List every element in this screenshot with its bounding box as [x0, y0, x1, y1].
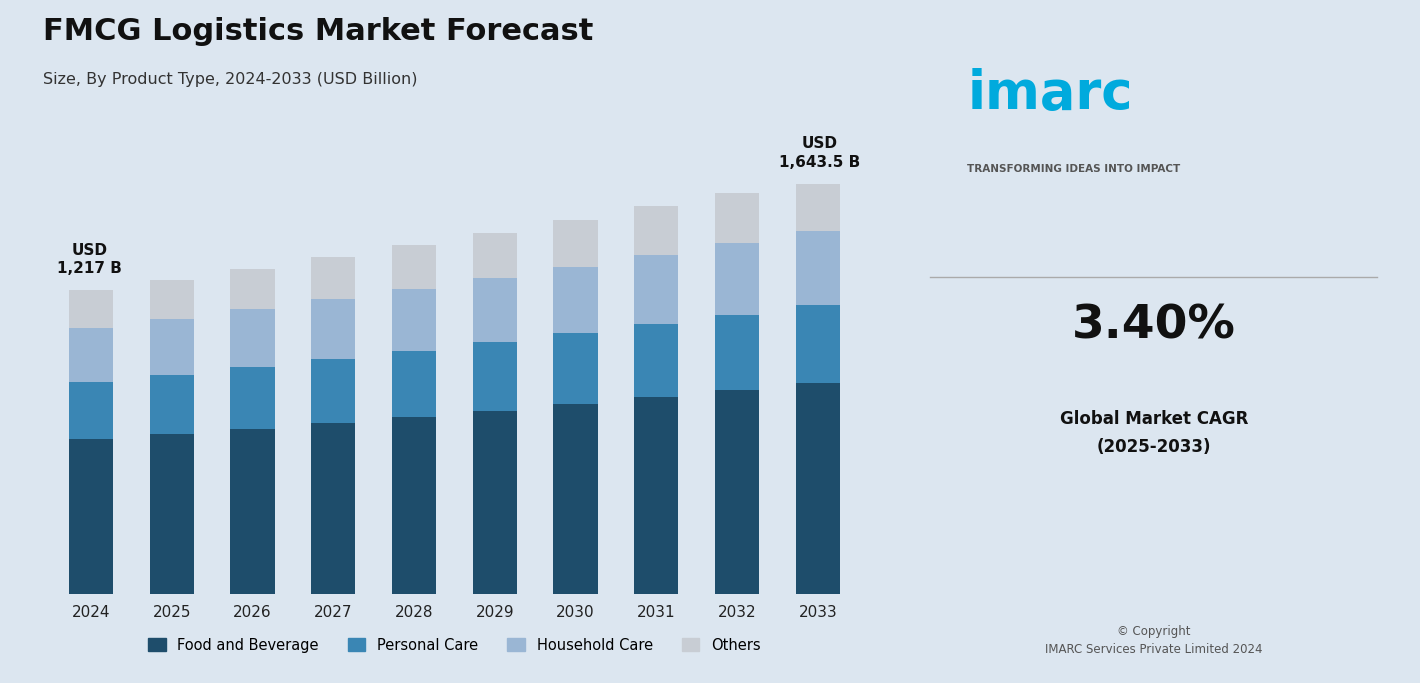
Bar — [714, 315, 760, 390]
Text: TRANSFORMING IDEAS INTO IMPACT: TRANSFORMING IDEAS INTO IMPACT — [967, 164, 1180, 174]
Bar — [230, 268, 274, 309]
Bar — [795, 184, 841, 231]
Bar — [635, 206, 679, 255]
Bar — [230, 309, 274, 367]
Text: USD
1,643.5 B: USD 1,643.5 B — [778, 137, 861, 170]
Text: Global Market CAGR
(2025-2033): Global Market CAGR (2025-2033) — [1059, 410, 1248, 456]
Bar — [635, 398, 679, 594]
Bar — [311, 299, 355, 359]
Bar — [473, 410, 517, 594]
Bar — [473, 278, 517, 342]
Bar — [392, 351, 436, 417]
Bar — [795, 231, 841, 305]
Text: USD
1,217 B: USD 1,217 B — [57, 242, 122, 277]
Bar — [795, 383, 841, 594]
Bar — [392, 245, 436, 289]
Bar — [635, 324, 679, 398]
Bar — [68, 328, 114, 382]
Bar — [149, 374, 195, 434]
Bar — [68, 439, 114, 594]
Text: Size, By Product Type, 2024-2033 (USD Billion): Size, By Product Type, 2024-2033 (USD Bi… — [43, 72, 417, 87]
Bar — [714, 193, 760, 243]
Bar — [311, 359, 355, 423]
Bar — [68, 290, 114, 328]
Legend: Food and Beverage, Personal Care, Household Care, Others: Food and Beverage, Personal Care, Househ… — [142, 632, 767, 658]
Bar — [554, 333, 598, 404]
Text: imarc: imarc — [967, 68, 1133, 120]
Bar — [68, 382, 114, 439]
Text: © Copyright
IMARC Services Private Limited 2024: © Copyright IMARC Services Private Limit… — [1045, 625, 1262, 656]
Bar — [392, 289, 436, 351]
Bar — [149, 279, 195, 319]
Bar — [149, 434, 195, 594]
Bar — [554, 404, 598, 594]
Bar — [230, 428, 274, 594]
Bar — [635, 255, 679, 324]
Text: FMCG Logistics Market Forecast: FMCG Logistics Market Forecast — [43, 17, 594, 46]
Bar — [392, 417, 436, 594]
Bar — [554, 267, 598, 333]
Bar — [311, 423, 355, 594]
Bar — [714, 243, 760, 315]
Bar — [714, 390, 760, 594]
Bar — [795, 305, 841, 383]
Text: 3.40%: 3.40% — [1072, 304, 1235, 349]
Bar — [311, 257, 355, 299]
Bar — [149, 319, 195, 374]
Bar — [473, 233, 517, 278]
Bar — [554, 220, 598, 267]
Bar — [230, 367, 274, 428]
Bar — [473, 342, 517, 410]
